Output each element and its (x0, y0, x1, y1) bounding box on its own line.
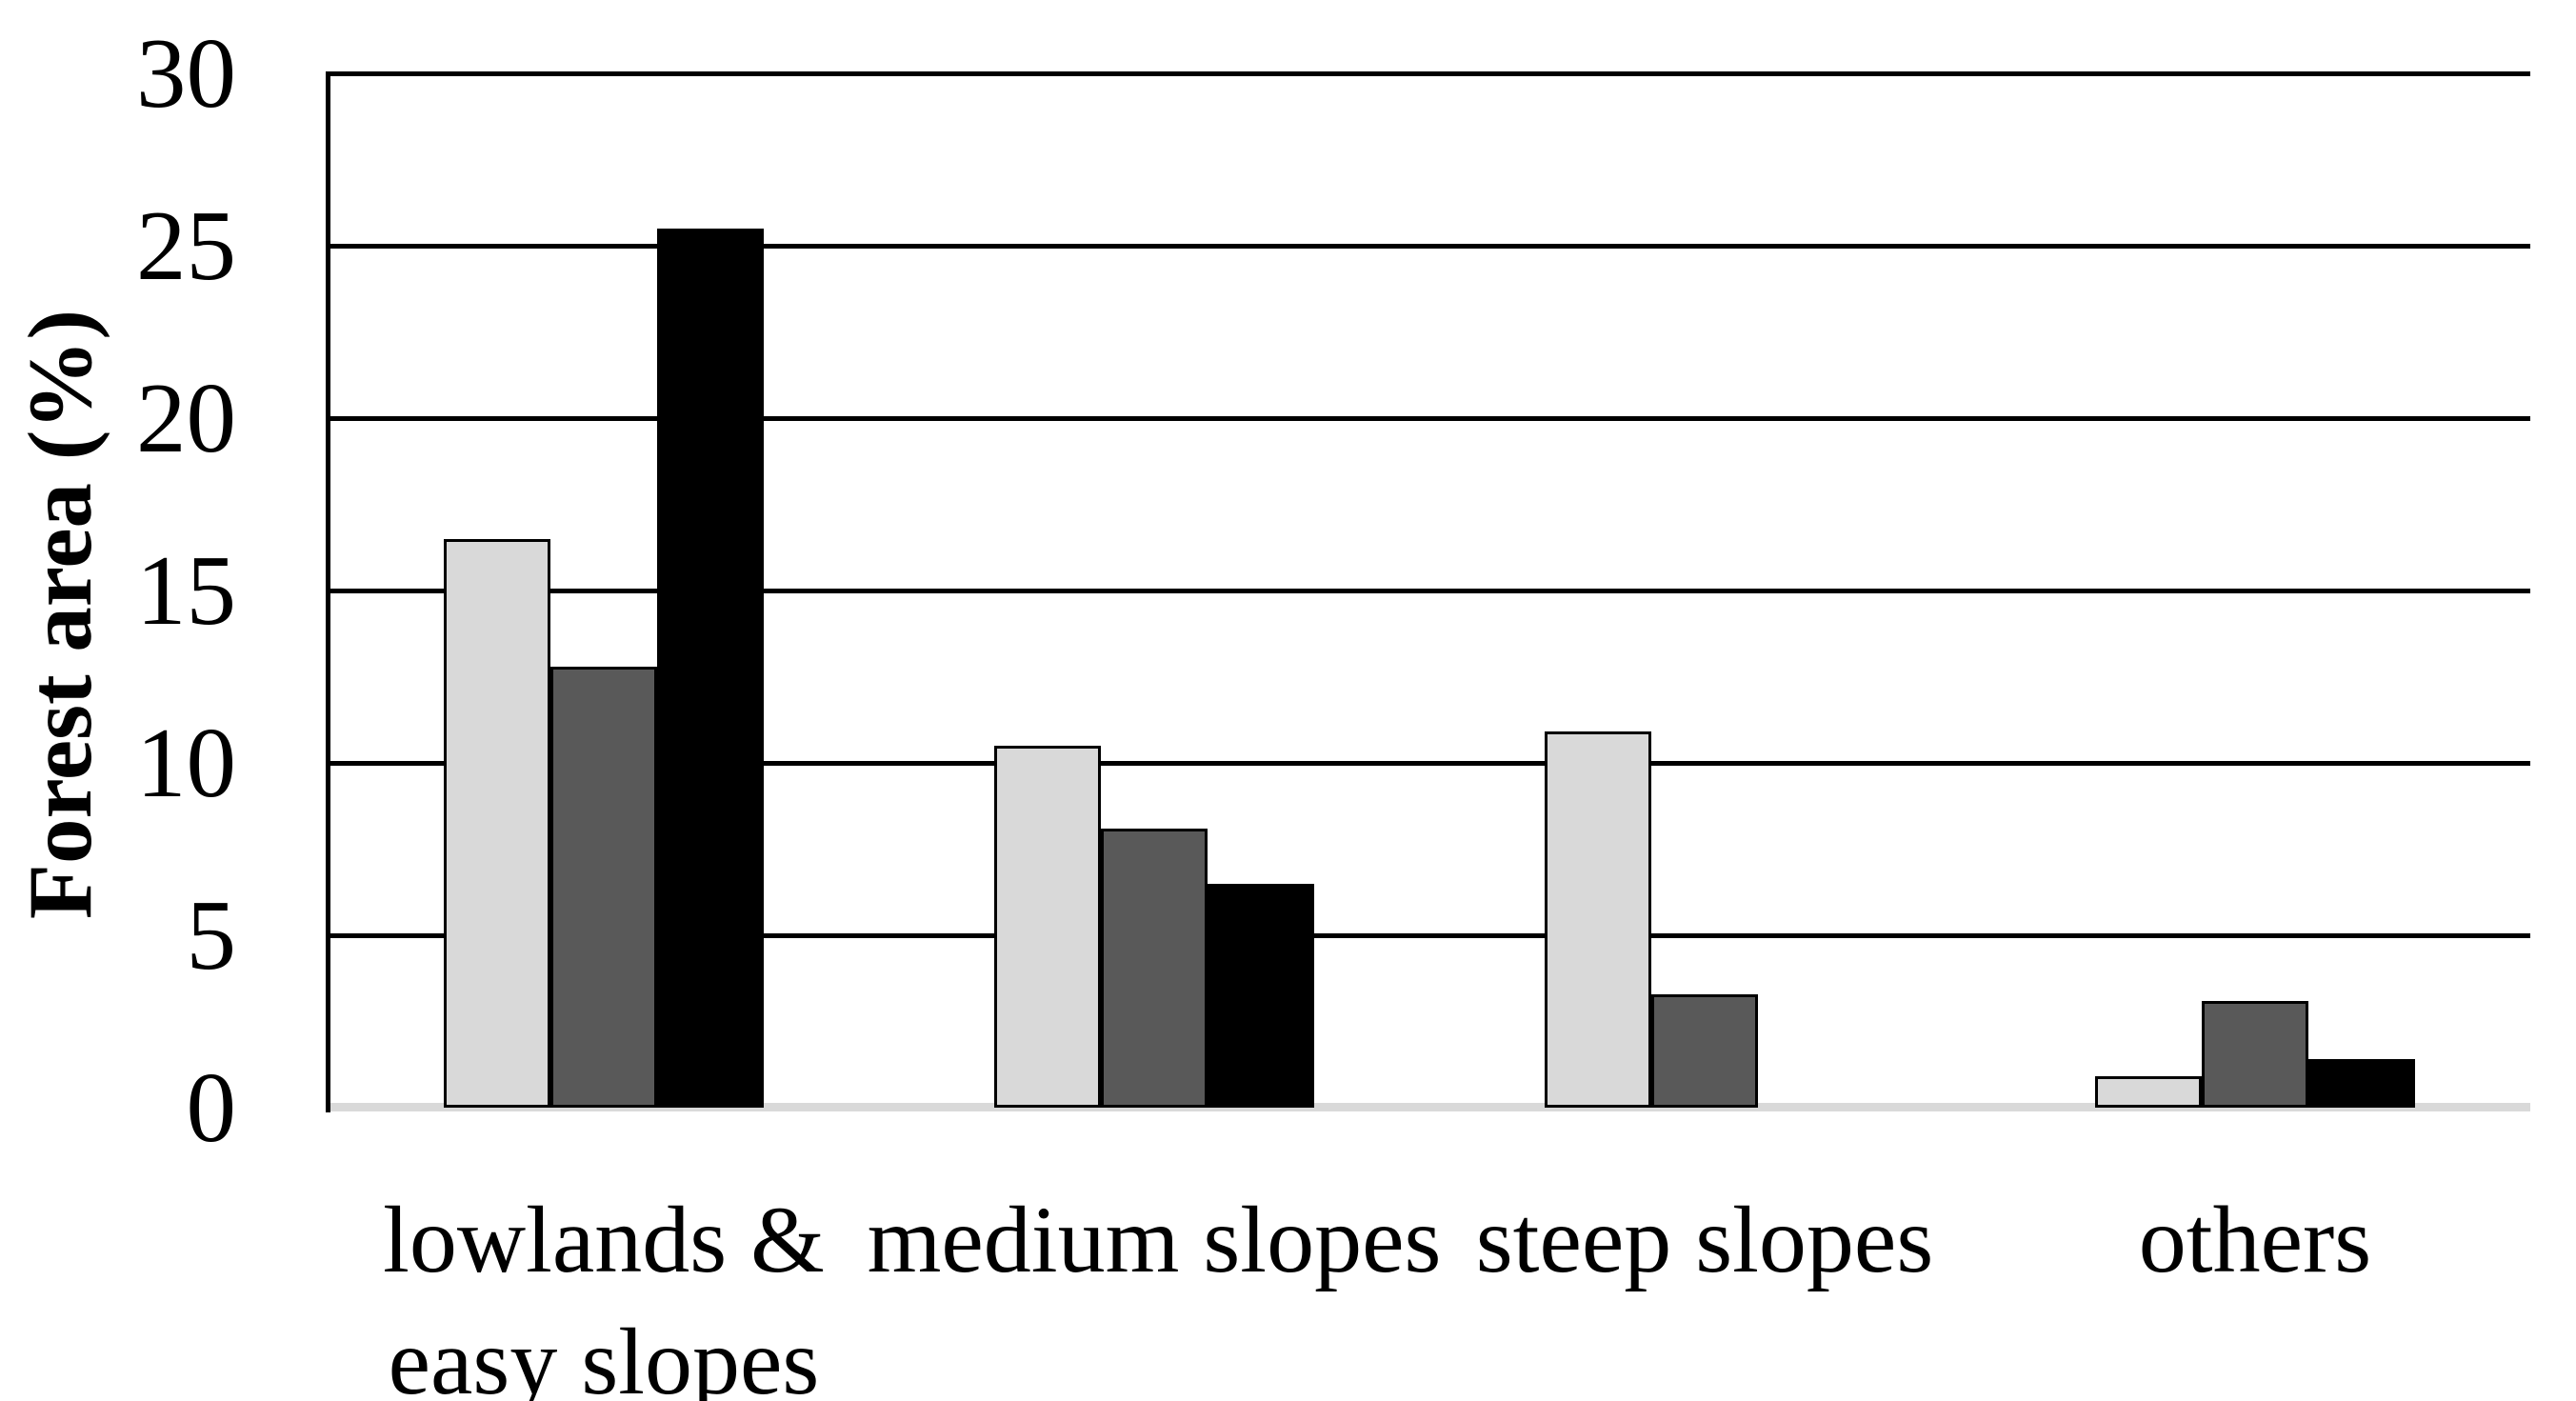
bar-black-category-4 (2308, 1059, 2415, 1108)
bar-dark-gray-category-3 (1651, 994, 1758, 1108)
bar-light-gray-category-3 (1545, 731, 1651, 1108)
x-category-label-3: steep slopes (1476, 1179, 1933, 1301)
x-category-label-line: easy slopes (388, 1309, 820, 1401)
y-tick-label-20: 20 (136, 362, 236, 473)
y-tick-label-10: 10 (136, 707, 236, 818)
y-tick-label-15: 15 (136, 534, 236, 646)
x-category-label-2: medium slopes (868, 1179, 1442, 1301)
y-tick-label-5: 5 (186, 879, 237, 991)
bar-light-gray-category-1 (444, 539, 550, 1108)
bar-light-gray-category-2 (994, 746, 1101, 1108)
bar-dark-gray-category-2 (1101, 829, 1208, 1108)
gridline-y-10 (329, 761, 2530, 766)
y-tick-label-0: 0 (186, 1051, 237, 1163)
bar-black-category-1 (657, 229, 764, 1108)
gridline-y-5 (329, 933, 2530, 938)
gridline-y-15 (329, 589, 2530, 593)
bar-light-gray-category-4 (2095, 1076, 2202, 1108)
bar-dark-gray-category-1 (550, 667, 657, 1108)
x-category-label-line: steep slopes (1475, 1187, 1934, 1292)
x-category-label-line: lowlands & (383, 1187, 825, 1292)
x-category-label-1: lowlands & easy slopes (383, 1179, 825, 1401)
x-category-label-4: others (2139, 1179, 2371, 1301)
x-axis-baseline (329, 1103, 2530, 1111)
y-axis-line (326, 71, 330, 1112)
y-tick-label-25: 25 (136, 190, 236, 301)
plot-area (326, 71, 2530, 1112)
bar-dark-gray-category-4 (2202, 1001, 2308, 1108)
y-tick-label-30: 30 (136, 17, 236, 129)
gridline-y-25 (329, 244, 2530, 249)
bar-black-category-2 (1208, 884, 1314, 1108)
x-category-label-line: medium slopes (867, 1187, 1442, 1292)
x-category-label-line: others (2138, 1187, 2372, 1292)
gridline-y-20 (329, 416, 2530, 421)
gridline-y-30 (329, 71, 2530, 76)
